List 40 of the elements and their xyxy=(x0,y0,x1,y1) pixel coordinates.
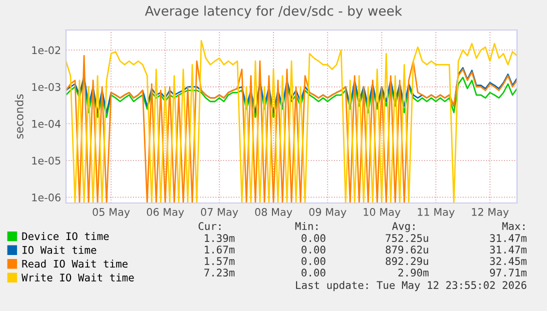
text: 0.00 xyxy=(302,246,326,254)
legend-label: Device IO time xyxy=(22,232,109,240)
x-tick-label: 08 May xyxy=(255,208,292,218)
x-tick-label: 10 May xyxy=(364,208,400,218)
y-tick-label: 1e-05 xyxy=(32,156,60,165)
text: Max: xyxy=(502,222,524,230)
text: 31.47m xyxy=(490,246,527,254)
x-tick-label: 06 May xyxy=(146,208,184,218)
y-tick-label: 1e-06 xyxy=(32,194,60,202)
text: 1.57m xyxy=(204,257,235,266)
x-tick-label: 11 May xyxy=(418,208,455,218)
text: 892.29u xyxy=(386,257,428,266)
text: 0.00 xyxy=(302,257,326,266)
y-tick-label: 1e-04 xyxy=(32,120,61,128)
legend-label: Write IO Wait time xyxy=(22,273,134,282)
y-tick-label: 1e-02 xyxy=(32,46,60,54)
x-tick-label: 07 May xyxy=(200,208,238,218)
text: Avg: xyxy=(392,222,414,232)
text: 0.00 xyxy=(302,234,326,242)
legend-label: IO Wait time xyxy=(22,246,96,254)
x-tick-label: 12 May xyxy=(472,208,509,218)
y-axis-title: seconds xyxy=(14,94,24,139)
text: 1.67m xyxy=(204,246,235,254)
text: 31.47m xyxy=(490,234,527,242)
text: 97.71m xyxy=(490,268,527,277)
chart-title: Average latency for /dev/sdc - by week xyxy=(144,6,402,18)
text: 879.62u xyxy=(386,246,428,254)
text: 1.39m xyxy=(204,234,235,242)
text: Last update: Tue May 12 23:55:02 2026 xyxy=(296,280,526,292)
text: 2.90m xyxy=(398,268,429,277)
x-tick-label: 09 May xyxy=(309,208,346,218)
y-tick-label: 1e-03 xyxy=(32,83,60,91)
text: Cur: xyxy=(198,222,220,230)
text: 752.25u xyxy=(386,234,428,242)
text: Min: xyxy=(295,222,318,230)
text: 7.23m xyxy=(204,268,235,277)
x-tick-label: 05 May xyxy=(92,208,130,218)
legend-label: Read IO Wait time xyxy=(22,260,128,268)
text: 0.00 xyxy=(302,268,326,277)
text: 32.45m xyxy=(490,257,527,266)
